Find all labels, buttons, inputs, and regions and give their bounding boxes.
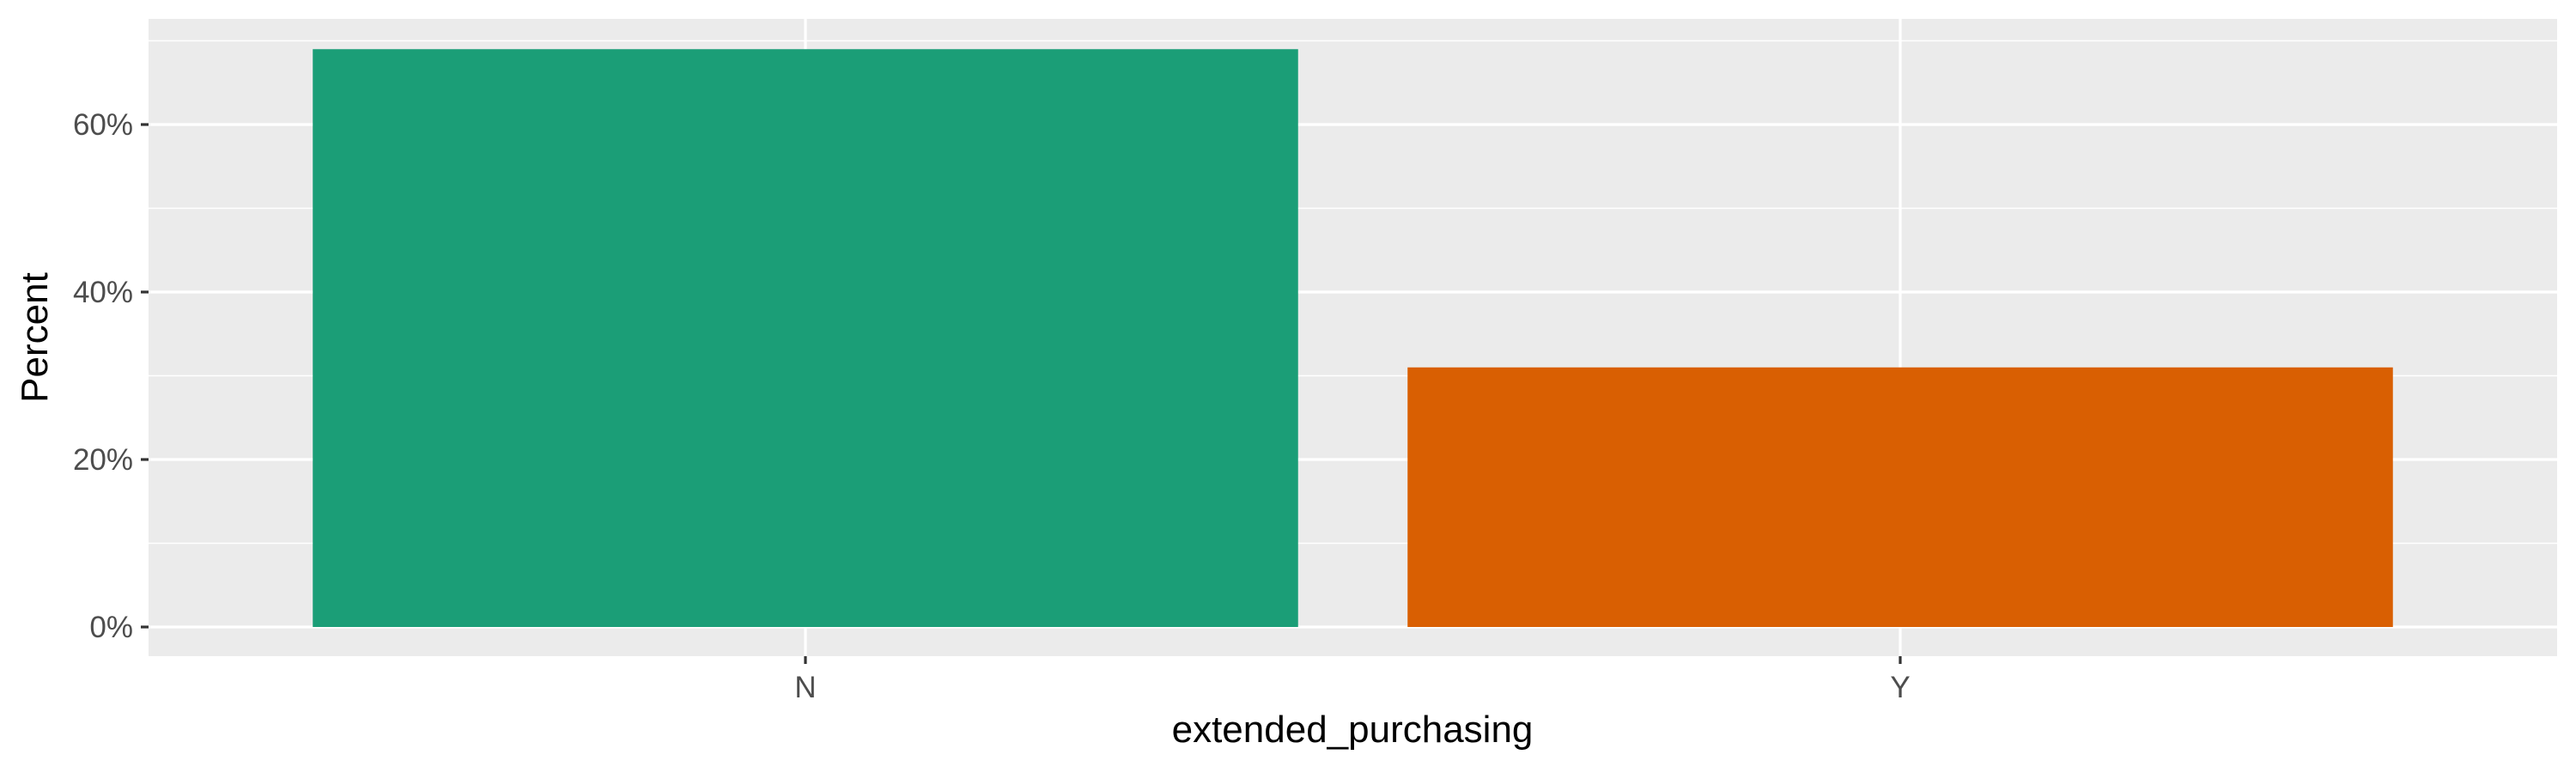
y-axis: 0% 20% 40% 60% [73, 108, 149, 644]
bars [313, 49, 2393, 627]
x-axis-title: extended_purchasing [1172, 709, 1534, 751]
x-tick-label: N [794, 671, 816, 704]
y-tick-label: 40% [73, 276, 133, 309]
y-axis-title: Percent [14, 272, 56, 403]
bar-Y [1407, 367, 2393, 627]
bar-N [313, 49, 1298, 627]
y-tick-label: 0% [89, 611, 133, 644]
x-tick-label: Y [1890, 671, 1910, 704]
y-tick-label: 20% [73, 443, 133, 477]
y-tick-label: 60% [73, 108, 133, 142]
